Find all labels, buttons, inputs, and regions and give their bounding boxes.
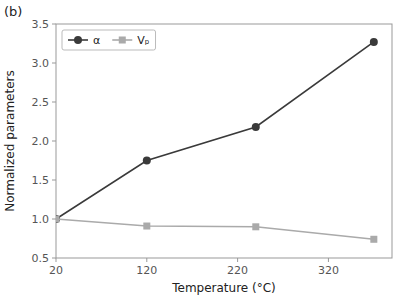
x-tick <box>237 258 238 262</box>
chart: 0.5 1.0 1.5 2.0 2.5 3.0 3.5 20 120 220 320 Temperat… <box>0 0 404 298</box>
panel-label: (b) <box>4 4 22 19</box>
legend-item: α <box>68 34 100 47</box>
y-tick-label: 1.5 <box>32 174 50 187</box>
legend-marker <box>119 37 126 44</box>
plot-frame <box>56 24 392 258</box>
legend-label: Vₚ <box>137 34 150 47</box>
y-tick-label: 3.5 <box>32 18 50 31</box>
x-tick-label: 20 <box>49 264 63 277</box>
x-tick-label: 120 <box>136 264 157 277</box>
x-axis-label: Temperature (°C) <box>171 281 276 295</box>
legend-box <box>62 30 156 50</box>
x-tick-label: 220 <box>227 264 248 277</box>
point-marker <box>56 215 60 223</box>
legend: α Vₚ <box>62 30 156 50</box>
x-tick <box>56 258 57 262</box>
point-marker <box>370 236 377 243</box>
y-tick <box>52 63 56 64</box>
point-marker <box>252 123 260 131</box>
y-tick-label: 2.0 <box>32 135 50 148</box>
point-marker <box>370 38 378 46</box>
series-line <box>56 219 374 239</box>
series-line <box>56 42 374 219</box>
x-tick-label: 320 <box>318 264 339 277</box>
y-tick <box>52 219 56 220</box>
point-marker <box>143 157 151 165</box>
point-marker <box>252 223 259 230</box>
x-tick <box>146 258 147 262</box>
point-marker <box>56 216 60 223</box>
y-axis-label: Normalized parameters <box>3 70 17 211</box>
y-tick <box>52 258 56 259</box>
x-tick <box>328 258 329 262</box>
legend-marker <box>74 36 82 44</box>
y-tick-label: 0.5 <box>32 252 50 265</box>
y-tick <box>52 141 56 142</box>
y-tick <box>52 24 56 25</box>
y-tick <box>52 180 56 181</box>
y-tick-label: 1.0 <box>32 213 50 226</box>
legend-label: α <box>93 34 100 47</box>
plot-area <box>56 38 378 243</box>
point-marker <box>143 223 150 230</box>
y-tick <box>52 102 56 103</box>
legend-item: Vₚ <box>112 34 150 47</box>
y-tick-label: 3.0 <box>32 57 50 70</box>
y-tick-label: 2.5 <box>32 96 50 109</box>
